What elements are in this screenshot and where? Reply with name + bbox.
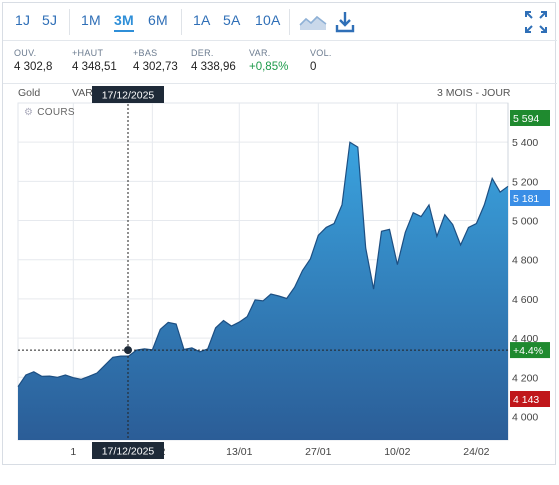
stat-label: VAR. — [249, 48, 271, 58]
price-line — [17, 141, 509, 388]
x-tick-label: 13/01 — [226, 446, 252, 458]
x-tick-label: 27/01 — [305, 446, 331, 458]
y-tick-label: 5 000 — [512, 216, 538, 228]
toolbar-separator — [69, 9, 70, 35]
x-tick-label: 24/02 — [463, 446, 489, 458]
stat-high: +HAUT 4 348,51 — [72, 48, 117, 73]
crosshair: 17/12/2025 17/12/2025 — [18, 86, 508, 459]
stat-value: 0 — [310, 61, 317, 73]
y-tick-label: 5 400 — [512, 137, 538, 149]
low-badge: 4 143 — [513, 394, 539, 406]
y-tick-label: 4 600 — [512, 294, 538, 306]
y-tick-label: 4 800 — [512, 255, 538, 267]
stat-label: +HAUT — [72, 48, 104, 58]
legend-label: COURS — [37, 107, 75, 118]
stat-variation: VAR. +0,85% — [249, 48, 288, 73]
range-button-10a[interactable]: 10A — [255, 12, 281, 28]
toolbar: 1J 5J 1M 3M 6M 1A 5A 10A — [3, 3, 557, 41]
stat-value: 4 348,51 — [72, 61, 117, 73]
range-button-5a[interactable]: 5A — [223, 12, 241, 28]
stat-low: +BAS 4 302,73 — [133, 48, 178, 73]
gear-icon[interactable]: ⚙ — [24, 107, 34, 118]
high-badge: 5 594 — [513, 113, 539, 125]
period-label[interactable]: 3 MOIS - JOUR — [437, 87, 511, 99]
crosshair-date-top-bg — [92, 86, 164, 103]
line-chart-icon[interactable] — [299, 12, 327, 32]
stat-label: DER. — [191, 48, 214, 58]
y-tick-label: 5 200 — [512, 176, 538, 188]
range-button-1m[interactable]: 1M — [81, 12, 101, 28]
range-button-5j[interactable]: 5J — [42, 12, 58, 28]
high-badge-bg — [510, 110, 550, 126]
var-label: VAR — [72, 87, 93, 99]
variation-badge-bg — [510, 342, 550, 359]
price-area — [18, 142, 508, 440]
crosshair-date-top: 17/12/2025 — [102, 90, 155, 102]
x-tick-label: 1 — [70, 446, 76, 458]
range-button-6m[interactable]: 6M — [148, 12, 168, 28]
range-button-3m[interactable]: 3M — [114, 12, 134, 32]
stat-open: OUV. 4 302,8 — [14, 48, 52, 73]
range-button-1a[interactable]: 1A — [193, 12, 211, 28]
last-price-badge: 5 181 — [513, 193, 539, 205]
stat-value: 4 302,8 — [14, 61, 53, 73]
stat-value: 4 302,73 — [133, 61, 178, 73]
y-tick-label: 4 200 — [512, 372, 538, 384]
crosshair-point — [124, 346, 132, 355]
series-legend: ⚙ COURS — [24, 107, 75, 118]
download-icon[interactable] — [334, 10, 356, 34]
toolbar-separator — [181, 9, 182, 35]
stat-label: VOL. — [310, 48, 332, 58]
low-badge-bg — [510, 391, 550, 407]
toolbar-separator — [289, 9, 290, 35]
y-tick-label: 4 000 — [512, 411, 538, 423]
stat-value: +0,85% — [249, 61, 289, 73]
fullscreen-icon[interactable] — [524, 10, 548, 34]
variation-badge: +4.4% — [513, 345, 543, 357]
stat-value: 4 338,96 — [191, 61, 236, 73]
instrument-name: Gold — [18, 87, 41, 99]
quote-stats: OUV. 4 302,8 +HAUT 4 348,51 +BAS 4 302,7… — [3, 42, 557, 84]
stat-last: DER. 4 338,96 — [191, 48, 236, 73]
last-price-badge-bg — [510, 190, 550, 206]
crosshair-date-bottom: 17/12/2025 — [102, 446, 155, 458]
price-badges: 5 594 5 181 +4.4% 4 143 — [510, 110, 550, 407]
stat-label: +BAS — [133, 48, 158, 58]
x-tick-label: 10/02 — [384, 446, 410, 458]
crosshair-date-bottom-bg — [92, 442, 164, 459]
range-button-1j[interactable]: 1J — [15, 12, 31, 28]
stat-label: OUV. — [14, 48, 37, 58]
stat-volume: VOL. 0 — [310, 48, 332, 73]
